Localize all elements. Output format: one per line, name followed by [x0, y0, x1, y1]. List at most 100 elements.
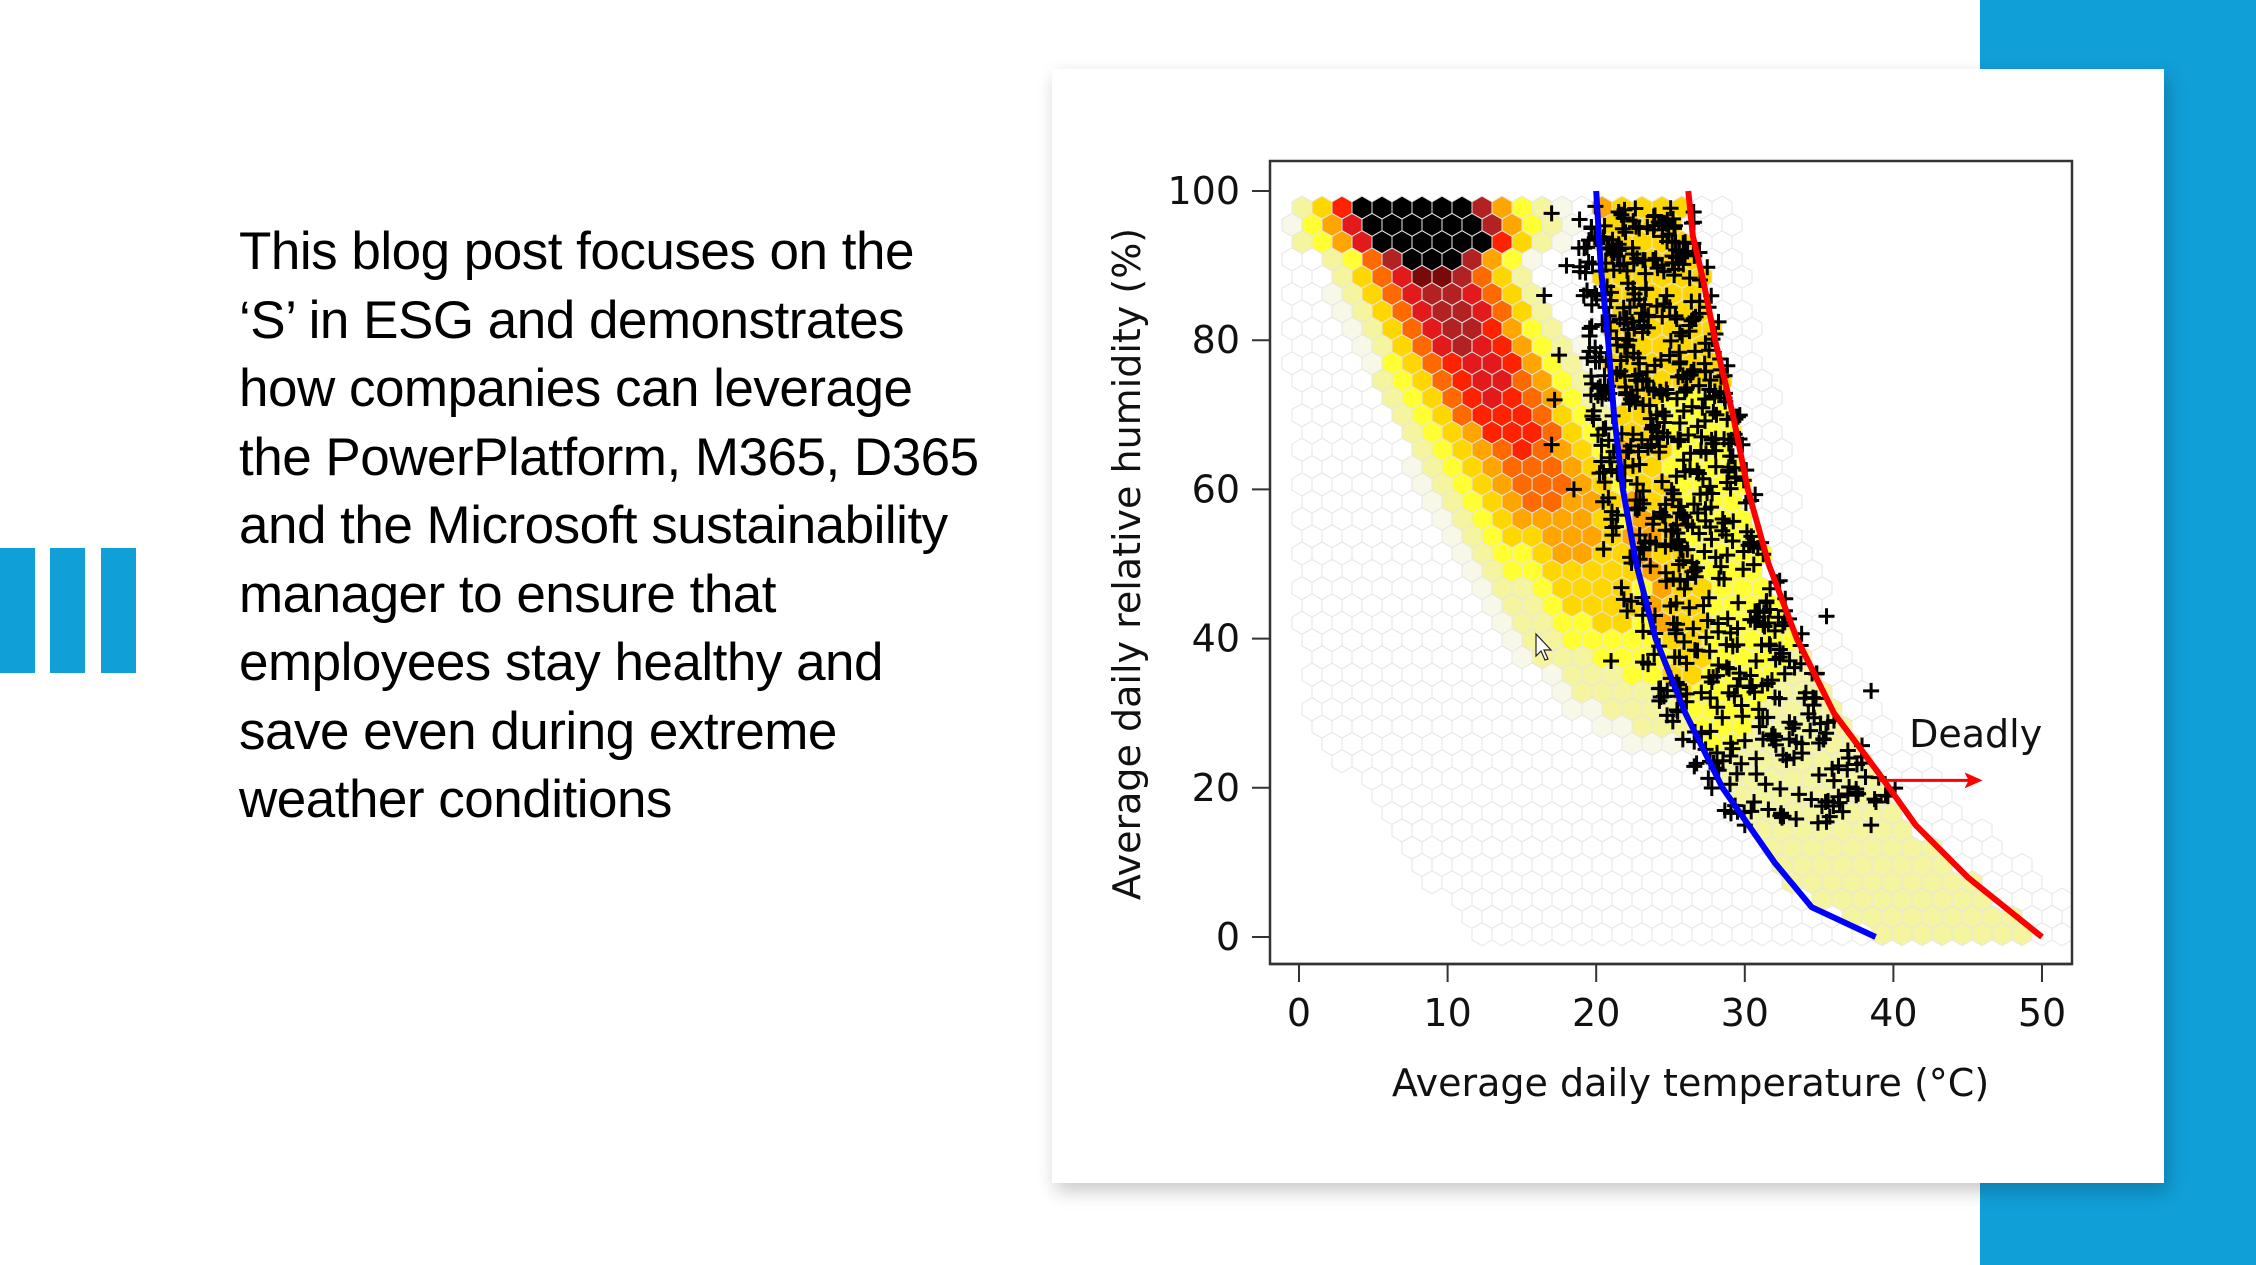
- data-point-cross: [1721, 660, 1738, 677]
- data-point-cross: [1667, 625, 1684, 642]
- data-point-cross: [1699, 612, 1716, 629]
- chart-card: 0 10 20 30 40 50 0 20 40 60 80 100 Average daily t…: [1052, 69, 2164, 1183]
- data-point-cross: [1670, 255, 1687, 272]
- data-point-cross: [1663, 522, 1680, 539]
- data-point-cross: [1631, 500, 1648, 517]
- data-point-cross: [1684, 554, 1701, 571]
- data-point-cross: [1583, 368, 1600, 385]
- data-point-cross: [1848, 787, 1865, 804]
- data-point-cross: [1788, 811, 1805, 828]
- data-point-cross: [1786, 716, 1803, 733]
- data-point-cross: [1863, 682, 1880, 699]
- data-point-cross: [1591, 465, 1608, 482]
- data-point-cross: [1729, 678, 1746, 695]
- data-point-cross: [1824, 760, 1841, 777]
- data-point-cross: [1758, 594, 1775, 611]
- data-point-cross: [1743, 528, 1760, 545]
- data-point-cross: [1701, 643, 1718, 660]
- data-point-cross: [1705, 403, 1722, 420]
- data-point-cross: [1624, 280, 1641, 297]
- data-point-cross: [1760, 801, 1777, 818]
- data-point-cross: [1668, 310, 1685, 327]
- hex-bin: [1571, 922, 1593, 947]
- data-point-cross: [1707, 549, 1724, 566]
- data-point-cross: [1618, 310, 1635, 327]
- data-point-cross: [1636, 317, 1653, 334]
- data-point-cross: [1702, 518, 1719, 535]
- data-point-cross: [1800, 705, 1817, 722]
- data-point-cross: [1603, 511, 1620, 528]
- data-point-cross: [1580, 232, 1597, 249]
- x-axis: 0 10 20 30 40 50: [1270, 962, 2072, 1035]
- hex-bin: [1531, 922, 1553, 947]
- data-point-cross: [1834, 803, 1851, 820]
- data-point-cross: [1595, 493, 1612, 510]
- data-point-cross: [1683, 364, 1700, 381]
- data-point-cross: [1611, 257, 1628, 274]
- data-point-cross: [1681, 599, 1698, 616]
- data-point-cross: [1709, 699, 1726, 716]
- data-point-cross: [1724, 533, 1741, 550]
- data-point-cross: [1757, 776, 1774, 793]
- arrow-head-icon: [1964, 772, 1983, 789]
- hex-bin: [1691, 922, 1713, 947]
- data-point-cross: [1651, 383, 1668, 400]
- data-point-cross: [1671, 414, 1688, 431]
- x-tick-label: 0: [1287, 991, 1311, 1035]
- data-point-cross: [1647, 535, 1664, 552]
- data-point-cross: [1581, 320, 1598, 337]
- data-point-cross: [1639, 218, 1656, 235]
- data-point-cross: [1767, 622, 1783, 639]
- data-point-cross: [1866, 791, 1883, 808]
- data-point-cross: [1631, 355, 1648, 372]
- hexbin-layer: [1281, 195, 2073, 947]
- data-point-cross: [1742, 611, 1759, 628]
- data-point-cross: [1565, 481, 1582, 498]
- data-point-cross: [1730, 594, 1747, 611]
- data-point-cross: [1628, 476, 1645, 493]
- data-point-cross: [1690, 465, 1707, 482]
- data-point-cross: [1657, 538, 1674, 555]
- data-point-cross: [1654, 257, 1671, 274]
- y-tick-label: 100: [1167, 169, 1240, 213]
- data-point-cross: [1618, 442, 1635, 459]
- scatter-crosses-layer: [1536, 198, 1904, 834]
- data-point-cross: [1818, 725, 1835, 742]
- data-point-cross: [1688, 755, 1705, 772]
- data-point-cross: [1794, 745, 1811, 762]
- data-point-cross: [1637, 265, 1654, 282]
- hex-bin: [1751, 922, 1773, 947]
- data-point-cross: [1818, 813, 1835, 830]
- data-point-cross: [1840, 749, 1857, 766]
- data-point-cross: [1579, 282, 1596, 299]
- data-point-cross: [1613, 579, 1630, 596]
- hex-bin: [1331, 749, 1353, 774]
- data-point-cross: [1698, 629, 1715, 646]
- data-point-cross: [1652, 504, 1669, 521]
- data-point-cross: [1619, 603, 1636, 619]
- data-point-cross: [1674, 731, 1691, 748]
- data-point-cross: [1839, 761, 1856, 778]
- data-point-cross: [1648, 298, 1665, 315]
- data-point-cross: [1659, 211, 1676, 228]
- data-point-cross: [1687, 343, 1704, 360]
- data-point-cross: [1551, 347, 1568, 364]
- data-point-cross: [1790, 786, 1807, 803]
- data-point-cross: [1803, 791, 1820, 808]
- y-tick-label: 0: [1216, 915, 1240, 959]
- data-point-cross: [1788, 734, 1805, 751]
- hex-bin: [1791, 922, 1813, 947]
- data-point-cross: [1712, 558, 1729, 575]
- data-point-cross: [1618, 337, 1635, 354]
- data-point-cross: [1697, 390, 1714, 407]
- data-point-cross: [1696, 412, 1713, 429]
- hex-bin: [1471, 922, 1493, 947]
- data-point-cross: [1765, 725, 1782, 742]
- data-point-cross: [1595, 421, 1612, 438]
- data-point-cross: [1604, 231, 1621, 248]
- data-point-cross: [1771, 641, 1788, 658]
- x-tick-label: 40: [1869, 991, 1917, 1035]
- data-point-cross: [1644, 516, 1661, 533]
- data-point-cross: [1585, 402, 1602, 419]
- data-point-cross: [1702, 372, 1719, 389]
